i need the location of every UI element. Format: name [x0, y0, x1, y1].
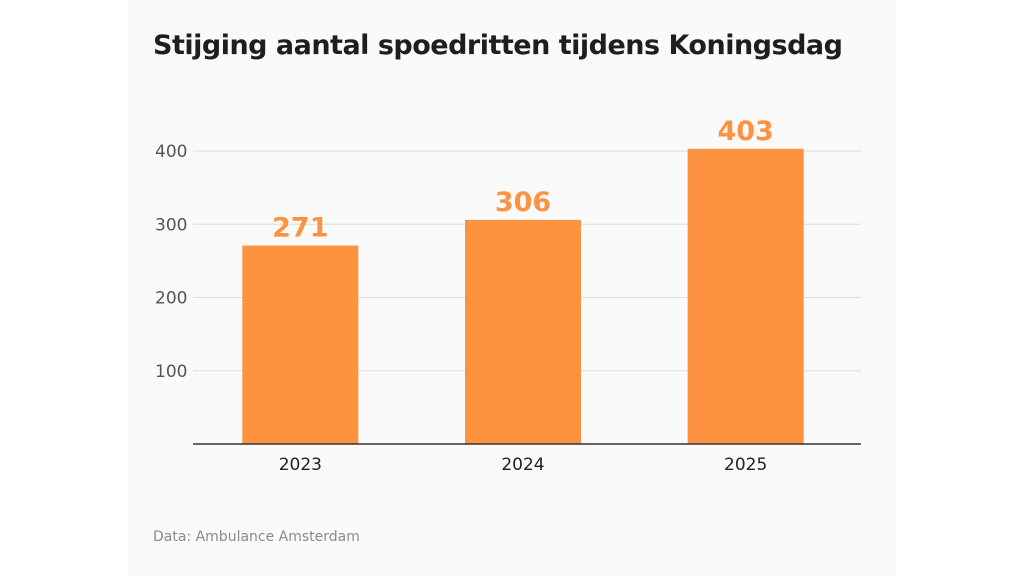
data-label: 306: [495, 187, 551, 218]
y-tick-label: 400: [155, 142, 187, 162]
bar: [242, 245, 359, 444]
bar: [687, 148, 804, 445]
y-tick-label: 300: [155, 215, 187, 235]
data-label: 403: [717, 116, 773, 147]
chart-title: Stijging aantal spoedritten tijdens Koni…: [153, 30, 843, 61]
x-tick-label: 2024: [501, 455, 544, 475]
data-label: 271: [272, 212, 328, 243]
y-tick-label: 200: [155, 289, 187, 309]
y-axis-ticks: 100 200 300 400: [155, 142, 187, 382]
y-tick-label: 100: [155, 362, 187, 382]
data-labels: 271 306 403: [272, 116, 774, 244]
source-note: Data: Ambulance Amsterdam: [153, 529, 360, 545]
x-axis-ticks: 2023 2024 2025: [279, 455, 768, 475]
x-tick-label: 2025: [724, 455, 767, 475]
x-tick-label: 2023: [279, 455, 322, 475]
bars: [242, 148, 804, 445]
bar: [465, 219, 581, 444]
